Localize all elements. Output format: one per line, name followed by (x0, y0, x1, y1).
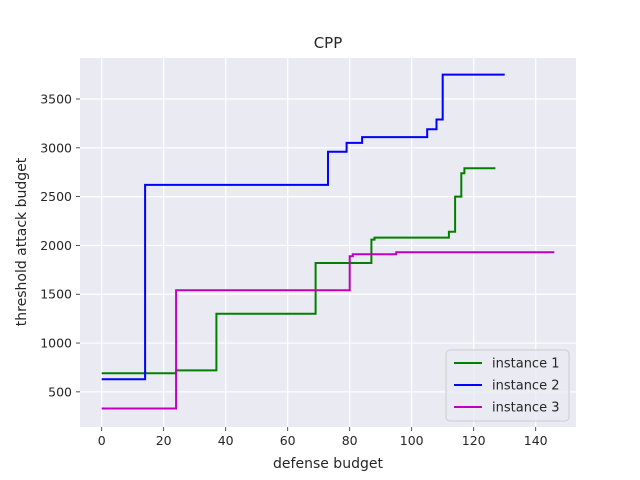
x-tick-label: 80 (342, 433, 358, 448)
x-tick-label: 0 (98, 433, 106, 448)
series-lines (101, 73, 555, 410)
series-line-instance-3 (101, 251, 555, 410)
y-tick-label: 2500 (40, 189, 72, 204)
y-tick-label: 3500 (40, 92, 72, 107)
grid (80, 58, 576, 427)
series-line-instance-2 (101, 73, 505, 381)
y-tick-label: 2000 (40, 238, 72, 253)
legend-label-instance-1: instance 1 (492, 357, 559, 372)
y-tick-label: 500 (48, 384, 72, 399)
y-tick-label: 1500 (40, 287, 72, 302)
y-tick-label: 3000 (40, 140, 72, 155)
y-tick-label: 1000 (40, 336, 72, 351)
x-tick-label: 100 (400, 433, 424, 448)
x-axis-ticks: 0 20 40 60 80 100 120 140 (98, 427, 548, 448)
legend-label-instance-2: instance 2 (492, 379, 559, 394)
series-line-instance-1 (101, 167, 496, 375)
chart-title: CPP (314, 34, 343, 52)
legend-box (445, 349, 570, 422)
y-axis-label: threshold attack budget (14, 157, 30, 326)
x-tick-label: 60 (280, 433, 296, 448)
x-tick-label: 40 (218, 433, 234, 448)
x-axis-label: defense budget (273, 456, 383, 472)
x-tick-label: 120 (462, 433, 486, 448)
x-tick-label: 140 (524, 433, 548, 448)
legend: instance 1 instance 2 instance 3 (445, 349, 570, 422)
y-axis-ticks: 500 1000 1500 2000 2500 3000 3500 (40, 92, 80, 399)
x-tick-label: 20 (156, 433, 172, 448)
legend-label-instance-3: instance 3 (492, 401, 559, 416)
